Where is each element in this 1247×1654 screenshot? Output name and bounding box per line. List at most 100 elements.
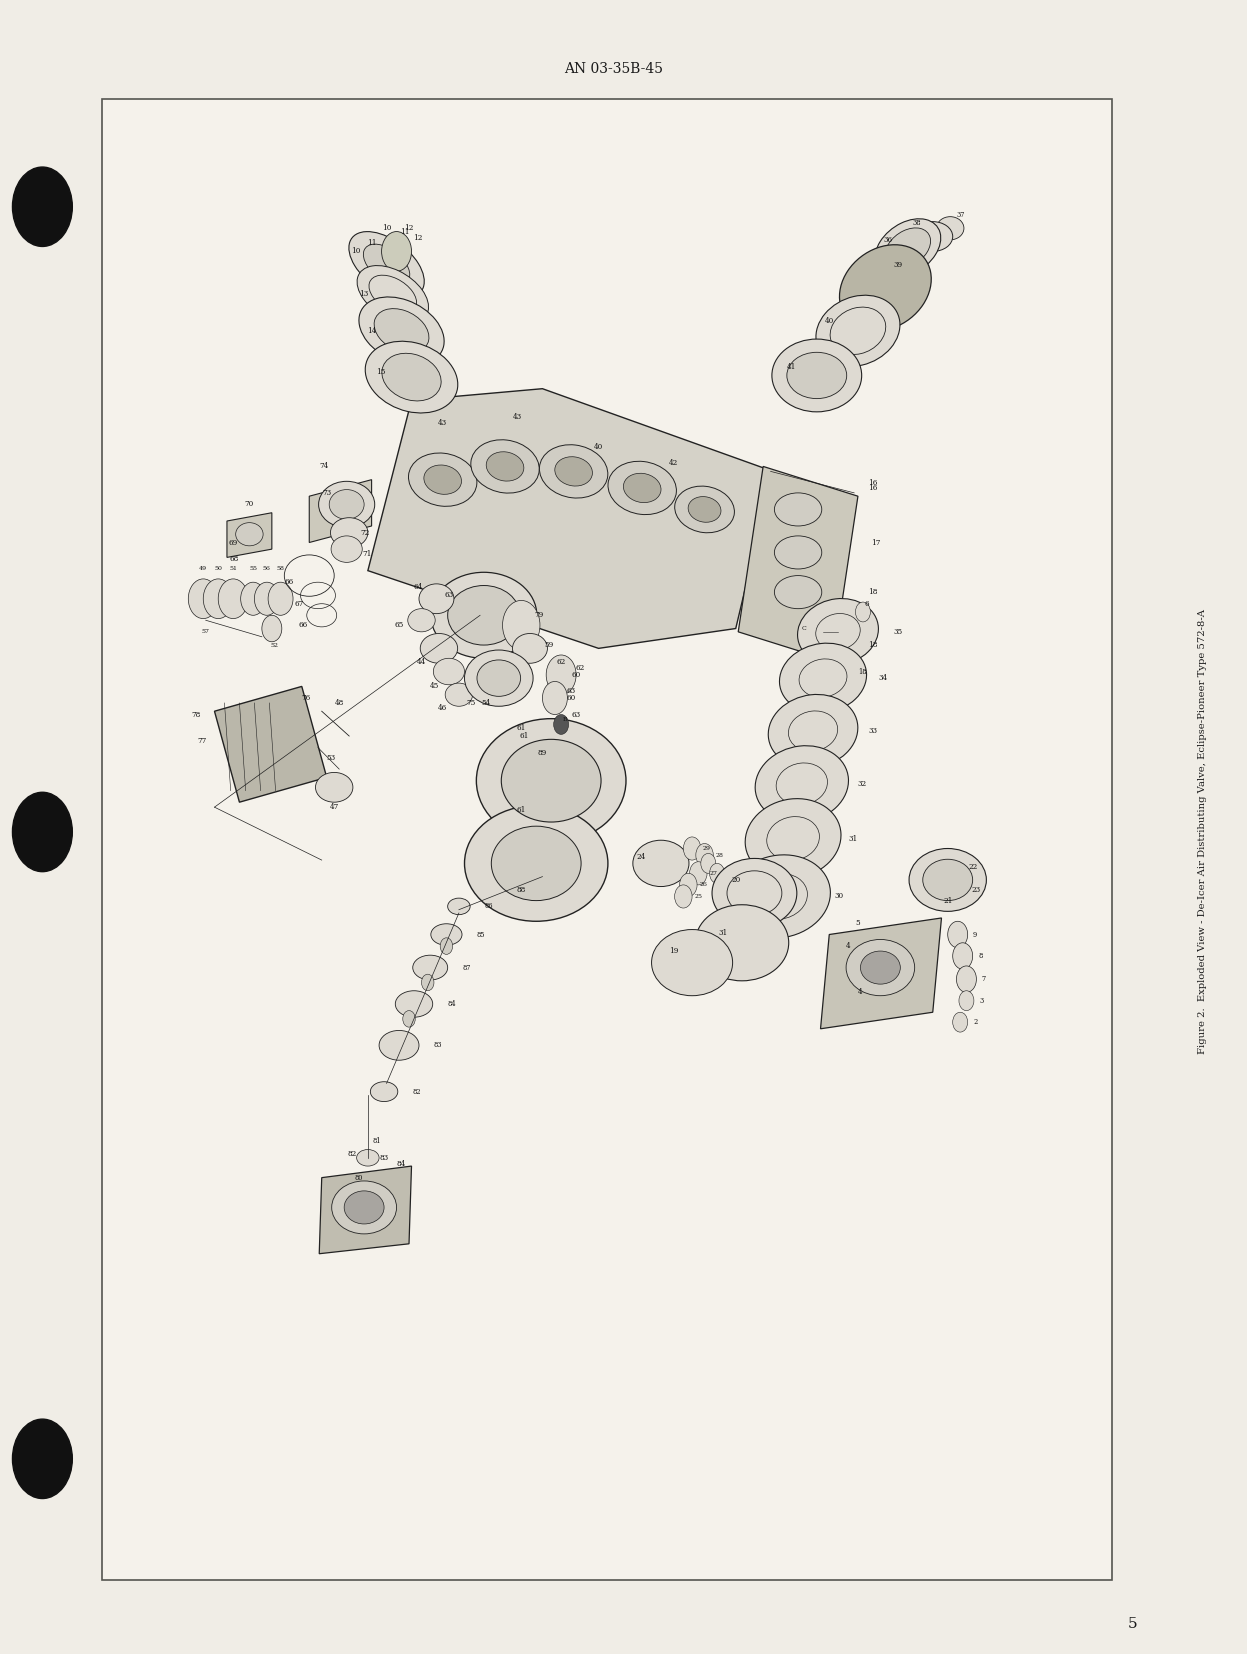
Ellipse shape [651, 930, 733, 996]
Text: 74: 74 [319, 463, 329, 470]
Text: 38: 38 [913, 220, 920, 227]
Ellipse shape [448, 586, 520, 645]
Text: 31: 31 [848, 835, 858, 842]
Text: 89: 89 [537, 749, 547, 756]
Text: C: C [802, 625, 807, 632]
Ellipse shape [839, 245, 932, 331]
Circle shape [701, 853, 716, 873]
Polygon shape [368, 389, 773, 648]
Text: 48: 48 [334, 700, 344, 706]
Circle shape [953, 943, 973, 969]
Text: 61: 61 [516, 724, 526, 731]
Ellipse shape [332, 536, 363, 562]
Text: 73: 73 [322, 490, 332, 496]
Text: 4: 4 [845, 943, 850, 949]
Ellipse shape [816, 294, 900, 367]
Text: 63: 63 [444, 592, 454, 599]
Circle shape [241, 582, 266, 615]
Text: 58: 58 [277, 566, 284, 572]
Text: 32: 32 [857, 781, 867, 787]
Text: AN 03-35B-45: AN 03-35B-45 [564, 63, 663, 76]
Text: 64: 64 [413, 584, 423, 590]
Ellipse shape [774, 536, 822, 569]
Ellipse shape [787, 352, 847, 399]
Text: 20: 20 [731, 877, 741, 883]
Text: 33: 33 [868, 728, 878, 734]
Ellipse shape [923, 860, 973, 900]
Text: 31: 31 [718, 930, 728, 936]
Text: 40: 40 [824, 318, 834, 324]
Circle shape [503, 600, 540, 650]
Text: 66: 66 [284, 579, 294, 586]
Bar [102, 99, 1112, 1580]
Text: 26: 26 [700, 882, 707, 888]
Text: 35: 35 [893, 629, 903, 635]
Circle shape [12, 1419, 72, 1499]
Text: 5: 5 [1127, 1618, 1137, 1631]
Ellipse shape [501, 739, 601, 822]
Ellipse shape [624, 473, 661, 503]
Ellipse shape [420, 633, 458, 663]
Text: 37: 37 [956, 212, 964, 218]
Ellipse shape [329, 490, 364, 519]
Text: 9: 9 [973, 931, 978, 938]
Ellipse shape [319, 481, 375, 528]
Text: 76: 76 [301, 695, 311, 701]
Circle shape [188, 579, 218, 619]
Text: 70: 70 [244, 501, 254, 508]
Text: 84: 84 [448, 1001, 455, 1007]
Ellipse shape [476, 660, 521, 696]
Text: 69: 69 [228, 539, 238, 546]
Circle shape [268, 582, 293, 615]
Text: 88: 88 [516, 887, 526, 893]
Ellipse shape [675, 486, 734, 533]
Text: 18: 18 [868, 589, 878, 595]
Text: 42: 42 [668, 460, 678, 466]
Circle shape [203, 579, 233, 619]
Text: 34: 34 [878, 675, 888, 681]
Text: 52: 52 [271, 642, 278, 648]
Ellipse shape [632, 840, 690, 887]
Circle shape [959, 991, 974, 1011]
Text: 13: 13 [359, 291, 369, 298]
Text: 27: 27 [710, 870, 717, 877]
Text: 62: 62 [575, 665, 585, 672]
Ellipse shape [712, 858, 797, 928]
Text: 15: 15 [375, 369, 385, 375]
Ellipse shape [491, 827, 581, 900]
Text: 16: 16 [868, 485, 878, 491]
Polygon shape [319, 1166, 412, 1254]
Ellipse shape [860, 951, 900, 984]
Ellipse shape [476, 718, 626, 844]
Circle shape [382, 232, 412, 271]
Text: 5: 5 [855, 920, 860, 926]
Text: 36: 36 [883, 237, 893, 243]
Ellipse shape [885, 228, 930, 268]
Ellipse shape [332, 1181, 397, 1234]
Text: 24: 24 [636, 853, 646, 860]
Ellipse shape [408, 609, 435, 632]
Circle shape [953, 1012, 968, 1032]
Ellipse shape [363, 245, 410, 284]
Ellipse shape [409, 453, 476, 506]
Circle shape [542, 681, 567, 715]
Ellipse shape [774, 493, 822, 526]
Ellipse shape [779, 643, 867, 713]
Circle shape [680, 873, 697, 896]
Circle shape [690, 862, 707, 885]
Text: 56: 56 [263, 566, 271, 572]
Circle shape [218, 579, 248, 619]
Circle shape [696, 844, 713, 867]
Text: 45: 45 [429, 683, 439, 690]
Circle shape [683, 837, 701, 860]
Text: 63: 63 [566, 688, 576, 695]
Text: 8: 8 [978, 953, 983, 959]
Ellipse shape [772, 339, 862, 412]
Text: 81: 81 [373, 1138, 380, 1145]
Polygon shape [309, 480, 372, 543]
Ellipse shape [359, 298, 444, 364]
Circle shape [835, 650, 860, 683]
Text: 3: 3 [979, 997, 984, 1004]
Text: 86: 86 [485, 903, 493, 910]
Text: 82: 82 [413, 1088, 420, 1095]
